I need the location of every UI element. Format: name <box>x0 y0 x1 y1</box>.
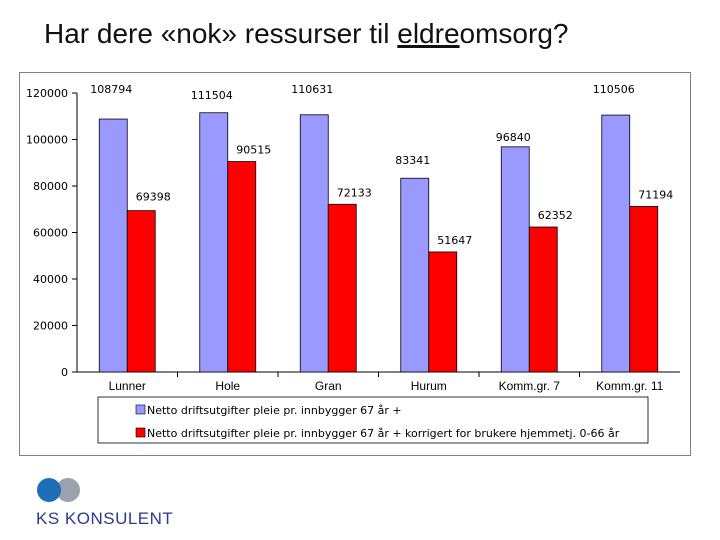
bar-series-2 <box>327 203 357 373</box>
data-label: 69398 <box>136 191 171 204</box>
bar-series-1 <box>400 177 430 373</box>
title-underlined: eldre <box>397 18 460 49</box>
data-label: 62352 <box>538 209 573 222</box>
bar-series-1 <box>98 118 128 373</box>
logo-grey-circle <box>56 478 80 502</box>
legend-entry: Netto driftsutgifter pleie pr. innbygger… <box>147 404 402 417</box>
legend-entry: Netto driftsutgifter pleie pr. innbygger… <box>147 427 620 440</box>
page-title: Har dere «nok» ressurser til eldreomsorg… <box>44 18 568 50</box>
data-label: 90515 <box>236 144 271 157</box>
logo-blue-circle <box>37 478 61 502</box>
x-tick-label: Komm.gr. 7 <box>499 379 561 393</box>
x-tick-label: Gran <box>315 379 342 393</box>
bar-series-2 <box>126 210 156 373</box>
bar-series-2 <box>227 161 257 373</box>
legend-swatch <box>135 404 146 415</box>
x-tick-label: Lunner <box>109 379 146 393</box>
bar-series-1 <box>299 114 329 373</box>
y-tick-label: 100000 <box>26 134 68 147</box>
data-label: 72133 <box>337 186 372 199</box>
bar-series-2 <box>428 251 458 373</box>
x-tick-label: Hole <box>215 379 240 393</box>
bar-series-2 <box>528 226 558 373</box>
data-label: 110631 <box>291 83 333 96</box>
ks-logo-icon <box>37 478 80 502</box>
data-label: 110506 <box>593 83 635 96</box>
data-label: 71194 <box>638 188 673 201</box>
bar-series-2 <box>629 206 659 373</box>
data-label: 108794 <box>90 83 132 96</box>
title-suffix: omsorg? <box>459 18 569 49</box>
bar-series-1 <box>199 112 229 373</box>
y-tick-label: 0 <box>61 366 68 379</box>
x-tick-label: Hurum <box>411 379 447 393</box>
y-tick-label: 80000 <box>33 180 68 193</box>
data-label: 83341 <box>395 154 430 167</box>
title-prefix: Har dere «nok» ressurser til <box>44 18 398 49</box>
y-tick-label: 20000 <box>33 320 68 333</box>
y-tick-label: 40000 <box>33 273 68 286</box>
bar-series-1 <box>500 146 530 373</box>
data-label: 111504 <box>191 89 233 102</box>
data-label: 96840 <box>496 131 531 144</box>
bar-series-1 <box>601 114 631 373</box>
y-tick-label: 60000 <box>33 227 68 240</box>
data-label: 51647 <box>437 234 472 247</box>
legend-box <box>97 396 649 444</box>
y-tick-label: 120000 <box>26 87 68 100</box>
x-tick-label: Komm.gr. 11 <box>596 379 663 393</box>
logo-text: KS KONSULENT <box>36 509 174 528</box>
legend-swatch <box>135 427 146 438</box>
